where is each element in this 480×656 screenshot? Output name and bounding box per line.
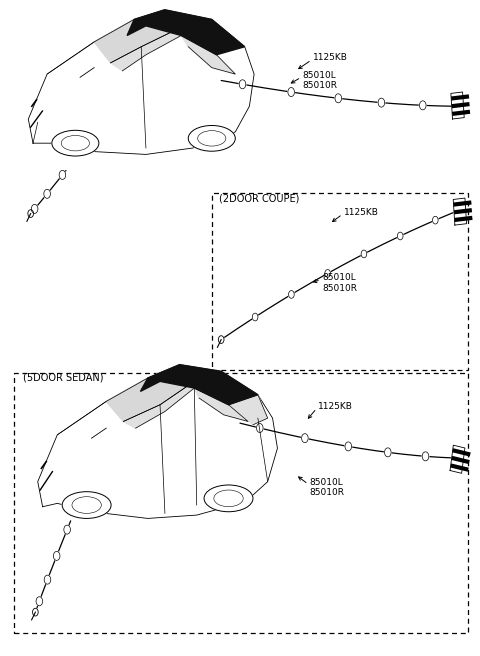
Circle shape: [325, 270, 331, 277]
Polygon shape: [110, 31, 181, 71]
Polygon shape: [453, 198, 467, 225]
Ellipse shape: [188, 125, 235, 152]
Polygon shape: [38, 365, 277, 518]
Polygon shape: [228, 395, 268, 425]
Circle shape: [44, 575, 51, 584]
Polygon shape: [451, 92, 464, 119]
Circle shape: [59, 171, 66, 179]
Text: 1125KB: 1125KB: [318, 402, 352, 411]
Circle shape: [384, 448, 391, 457]
FancyBboxPatch shape: [212, 193, 468, 370]
Circle shape: [33, 608, 38, 616]
Text: (2DOOR COUPE): (2DOOR COUPE): [219, 194, 299, 204]
FancyBboxPatch shape: [14, 373, 468, 634]
Polygon shape: [450, 445, 465, 474]
Polygon shape: [106, 365, 190, 421]
Circle shape: [345, 442, 351, 451]
Polygon shape: [181, 35, 235, 74]
Circle shape: [64, 525, 71, 534]
Text: 85010R: 85010R: [302, 81, 337, 90]
Polygon shape: [123, 384, 194, 428]
Polygon shape: [194, 388, 248, 421]
Text: 85010R: 85010R: [310, 488, 345, 497]
Circle shape: [432, 216, 438, 224]
Text: (5DOOR SEDAN): (5DOOR SEDAN): [23, 373, 103, 382]
Circle shape: [420, 101, 426, 110]
Circle shape: [397, 232, 403, 240]
Circle shape: [44, 190, 50, 198]
Ellipse shape: [62, 492, 111, 518]
Ellipse shape: [52, 131, 99, 156]
Circle shape: [218, 336, 224, 344]
Circle shape: [301, 434, 308, 443]
Circle shape: [256, 424, 263, 432]
Text: 85010R: 85010R: [323, 283, 357, 293]
Circle shape: [239, 80, 246, 89]
Circle shape: [361, 250, 367, 258]
Polygon shape: [141, 365, 258, 405]
Text: 1125KB: 1125KB: [313, 54, 348, 62]
Circle shape: [288, 291, 294, 298]
Circle shape: [36, 597, 43, 605]
Circle shape: [28, 210, 34, 217]
Circle shape: [252, 313, 258, 321]
Text: 85010L: 85010L: [323, 274, 356, 282]
Ellipse shape: [204, 485, 253, 512]
Polygon shape: [94, 10, 174, 63]
Circle shape: [378, 98, 384, 107]
Text: 85010L: 85010L: [302, 71, 336, 80]
Text: 85010L: 85010L: [310, 478, 343, 487]
Text: 1125KB: 1125KB: [344, 208, 378, 216]
Circle shape: [335, 94, 342, 103]
Circle shape: [422, 452, 429, 461]
Circle shape: [288, 87, 294, 96]
Circle shape: [31, 205, 38, 213]
Polygon shape: [127, 10, 245, 55]
Polygon shape: [28, 10, 254, 154]
Circle shape: [53, 552, 60, 560]
